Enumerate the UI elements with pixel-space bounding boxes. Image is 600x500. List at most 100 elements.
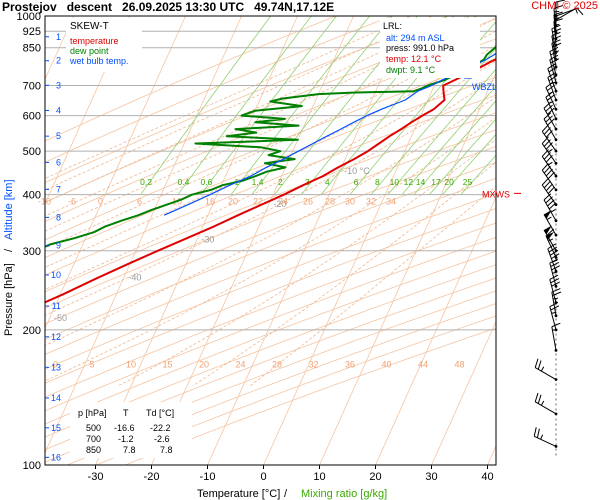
legend-dew-point: dew point xyxy=(70,46,109,56)
barb-staff xyxy=(553,21,557,46)
y-axis-label-2: Altitude [km] xyxy=(3,179,15,240)
barb-feather xyxy=(547,118,555,126)
lrl-title: LRL: xyxy=(383,21,402,31)
pressure-tick-label: 1000 xyxy=(17,11,41,23)
series-line-temperature xyxy=(45,58,496,304)
barb-feather xyxy=(543,139,551,147)
moist-adiabat-line xyxy=(45,16,433,191)
altitude-tick-label: 11 xyxy=(52,301,61,311)
dry-adiabat-line xyxy=(45,208,496,384)
theta-label: 0 xyxy=(98,197,103,207)
theta-label: 0 xyxy=(53,360,58,370)
legend-box xyxy=(66,18,142,72)
barb-staff xyxy=(549,59,557,83)
altitude-tick-label: 15 xyxy=(51,423,61,433)
barb-staff xyxy=(547,77,557,101)
temperature-tick-label: -30 xyxy=(88,471,104,483)
table-row-1-td: -2.6 xyxy=(154,434,170,444)
pressure-tick-label: 500 xyxy=(23,146,41,158)
barb-feather xyxy=(545,104,553,112)
dry-adiabat-line xyxy=(45,236,496,412)
credit-link[interactable]: CHMI © 2025 xyxy=(531,0,598,12)
theta-label: 20 xyxy=(228,197,238,207)
mixing-ratio-tick-label: 1.4 xyxy=(252,177,264,187)
theta-label: 34 xyxy=(386,197,396,207)
mixing-ratio-tick-label: 10 xyxy=(390,177,400,187)
isotherm-line xyxy=(45,16,130,205)
barb-feather xyxy=(547,84,555,92)
altitude-tick-label: 14 xyxy=(51,393,61,403)
mixing-ratio-tick-label: 25 xyxy=(463,177,473,187)
theta-label: 44 xyxy=(418,360,428,370)
barb-staff xyxy=(534,367,557,380)
theta-label: 20 xyxy=(199,360,209,370)
barb-half-feather xyxy=(540,366,545,372)
x-axis-label-2: Mixing ratio [g/kg] xyxy=(301,488,387,500)
barb-staff xyxy=(551,35,557,60)
moist-adiabat-line xyxy=(192,161,496,387)
barb-feather xyxy=(550,261,560,267)
barb-staff xyxy=(545,87,557,110)
isotherm-line xyxy=(207,16,410,465)
barb-feather xyxy=(543,180,551,189)
barb-pennant xyxy=(544,225,552,235)
barb-pennant xyxy=(545,231,555,241)
barb-feather xyxy=(543,112,552,120)
isotherm-label: -50 xyxy=(54,313,67,323)
barb-staff xyxy=(541,143,557,164)
dry-adiabat-line xyxy=(45,129,496,309)
dry-adiabat-line xyxy=(45,177,496,355)
theta-label: 5 xyxy=(90,360,95,370)
barb-staff xyxy=(547,68,557,92)
table-row-0-p: 500 xyxy=(86,423,101,433)
table-row-1-p: 700 xyxy=(86,434,101,444)
barb-staff xyxy=(551,292,557,316)
mixing-ratio-tick-label: 0.6 xyxy=(201,177,213,187)
dry-adiabat-line xyxy=(45,145,496,325)
barb-feather xyxy=(537,394,542,404)
barb-half-feather xyxy=(540,400,545,406)
isotherm-label: -40 xyxy=(128,272,141,282)
barb-staff xyxy=(551,28,557,53)
barb-feather xyxy=(545,142,553,150)
dry-adiabat-line xyxy=(45,57,496,241)
barb-feather xyxy=(534,358,539,368)
table-row-2-t: 7.8 xyxy=(123,445,136,455)
legend-wet-bulb: wet bulb temp. xyxy=(69,56,129,66)
altitude-tick-label: 2 xyxy=(56,56,61,66)
lrl-box xyxy=(380,18,480,78)
mixing-ratio-tick-label: 12 xyxy=(404,177,414,187)
lrl-info: LRL: alt: 294 m ASL press: 991.0 hPa tem… xyxy=(380,18,480,78)
table-row-2-td: 7.8 xyxy=(160,445,173,455)
altitude-tick-label: 4 xyxy=(56,105,61,115)
moist-adiabat-line xyxy=(45,77,496,316)
lrl-temp: temp: 12.1 °C xyxy=(386,54,442,64)
isotherm-line xyxy=(151,16,354,465)
temperature-tick-label: 40 xyxy=(481,471,493,483)
barb-staff xyxy=(543,108,557,130)
altitude-tick-label: 12 xyxy=(51,332,61,342)
pressure-tick-label: 850 xyxy=(23,43,41,55)
barb-half-feather xyxy=(546,216,552,221)
table-row-0-t: -16.6 xyxy=(114,423,135,433)
moist-adiabat-line xyxy=(45,44,496,268)
table-box xyxy=(70,402,192,458)
pressure-tick-label: 925 xyxy=(23,26,41,38)
theta-label: 28 xyxy=(272,360,282,370)
theta-label: 30 xyxy=(345,197,355,207)
mixing-ratio-tick-label: 0.4 xyxy=(178,177,190,187)
barb-half-feather xyxy=(550,81,556,85)
barb-staff xyxy=(545,96,557,120)
dry-adiabat-line xyxy=(45,277,496,451)
marker-label-wbzl: WBZL xyxy=(472,82,497,92)
barb-staff xyxy=(555,7,579,17)
table-row-0-td: -22.2 xyxy=(150,423,171,433)
mixing-ratio-tick-label: 6 xyxy=(354,177,359,187)
theta-label: 6 xyxy=(137,197,142,207)
wind-barbs xyxy=(533,0,584,456)
pressure-tick-label: 100 xyxy=(23,460,41,472)
barb-feather xyxy=(547,72,556,78)
barb-staff xyxy=(551,43,557,68)
table-row-1-t: -1.2 xyxy=(118,434,134,444)
